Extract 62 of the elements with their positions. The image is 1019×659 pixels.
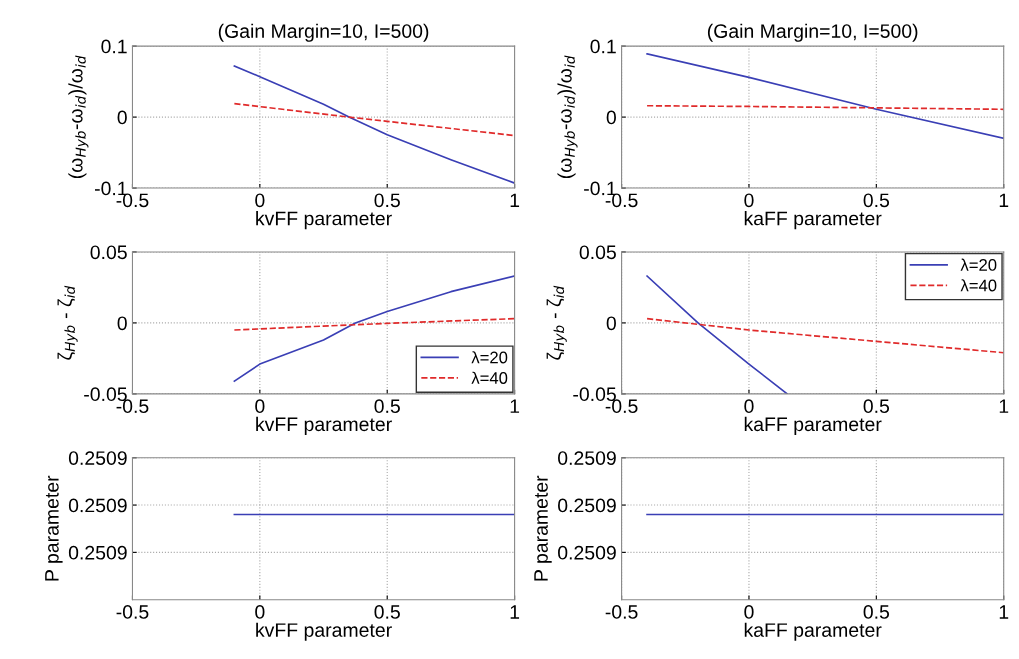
y-tick-label: -0.05 [573,387,616,402]
y-axis-title: P parameter [45,475,63,581]
line-series [646,53,1004,140]
x-tick-label: 1 [510,193,520,208]
y-tick-label: 0.1 [590,39,616,54]
y-tick-label: 0 [606,316,616,331]
y-tick-label: 0 [117,316,127,331]
x-tick-label: 1 [999,193,1009,208]
x-tick-label: -0.5 [605,399,638,414]
y-tick-label: 0.2509 [558,498,616,513]
x-tick-label: 0 [744,605,754,619]
x-axis-title: kvFF parameter [256,622,392,641]
x-tick-label: 0.5 [374,193,400,208]
x-tick-label: -0.5 [116,399,149,414]
chart-title: (Gain Margin=10, I=500) [707,23,918,42]
x-tick-label: 1 [999,605,1009,619]
y-tick-label: 0.2509 [68,498,127,513]
line-series [233,102,515,137]
y-tick-label: 0.2509 [68,451,127,465]
y-tick-label: 0 [117,110,127,125]
legend-label: λ=20 [960,258,997,271]
y-tick-label: -0.05 [84,387,127,402]
x-axis-title: kaFF parameter [744,211,882,230]
y-axis-title: ζ$_{Hyb}$ - ζ$_{id}$ [57,285,78,360]
x-tick-label: 0.5 [374,605,400,619]
line-series [646,275,789,394]
y-tick-label: 0.1 [101,39,127,54]
y-axis-title: (ω$_{Hyb}$-ω$_{id}$)/ω$_{id}$ [557,55,578,179]
x-tick-label: 0 [744,193,754,208]
x-tick-label: -0.5 [605,605,638,619]
y-axis-title: (ω$_{Hyb}$-ω$_{id}$)/ω$_{id}$ [68,55,89,179]
x-tick-label: 1 [510,399,520,413]
y-tick-label: 0.2509 [558,545,616,560]
x-tick-label: 0 [255,399,265,414]
x-tick-label: 0 [255,193,265,208]
chart-title: (Gain Margin=10, I=500) [218,23,429,42]
x-tick-label: 0.5 [374,399,400,414]
line-series [233,275,515,382]
x-tick-label: 0.5 [863,605,890,619]
x-tick-label: 0.5 [863,193,890,208]
x-tick-label: 1 [510,605,520,619]
x-tick-label: 0 [255,605,265,619]
x-axis-title: kvFF parameter [256,416,392,435]
x-axis-title: kaFF parameter [744,416,882,435]
y-tick-label: 0.2509 [68,545,127,560]
x-tick-label: 1 [999,399,1009,413]
legend-label: λ=40 [471,371,508,384]
legend-label: λ=20 [471,351,508,364]
line-series [233,65,515,184]
y-axis-title: ζ$_{Hyb}$ - ζ$_{id}$ [546,285,567,360]
x-axis-title: kaFF parameter [744,622,882,641]
y-tick-label: 0.05 [579,245,616,260]
x-tick-label: -0.5 [116,605,149,619]
line-series [646,317,1004,354]
x-tick-label: 0.5 [863,399,890,414]
x-axis-title: kvFF parameter [256,211,392,230]
x-tick-label: 0 [744,399,754,414]
y-tick-label: 0 [606,110,616,125]
y-axis-title: P parameter [534,475,552,581]
legend-label: λ=40 [960,279,997,292]
y-tick-label: 0.05 [90,245,127,260]
y-tick-label: 0.2509 [558,451,616,465]
